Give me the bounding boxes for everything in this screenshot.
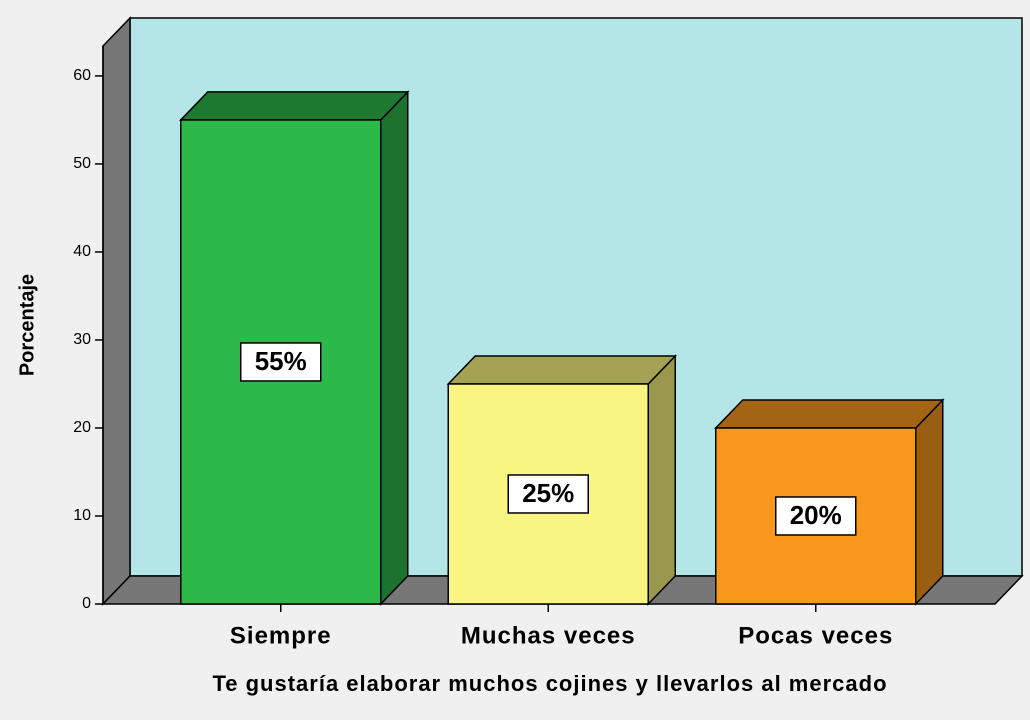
value-label: 20%: [790, 500, 842, 530]
bar-side: [380, 90, 409, 606]
y-tick-label: 60: [73, 67, 91, 84]
left-wall: [102, 16, 131, 606]
y-axis-title: Porcentaje: [16, 274, 38, 376]
y-tick-label: 0: [82, 595, 91, 612]
value-label-box: [240, 342, 322, 382]
bar-side: [915, 398, 944, 606]
y-tick-label: 20: [73, 419, 91, 436]
y-tick-label: 10: [73, 507, 91, 524]
y-tick-label: 50: [73, 155, 91, 172]
x-tick-label: Muchas veces: [461, 622, 636, 649]
y-tick-label: 30: [73, 331, 91, 348]
x-tick-label: Siempre: [230, 622, 332, 649]
bar-side: [647, 354, 676, 606]
y-tick-label: 40: [73, 243, 91, 260]
value-label: 25%: [522, 478, 574, 508]
value-label-box: [507, 474, 589, 514]
value-label-box: [775, 496, 857, 536]
value-label: 55%: [255, 346, 307, 376]
x-axis-title: Te gustaría elaborar muchos cojines y ll…: [212, 671, 888, 696]
bar-top: [713, 399, 945, 429]
bar-top: [446, 355, 678, 385]
x-tick-label: Pocas veces: [738, 622, 893, 649]
bar-top: [178, 91, 410, 121]
